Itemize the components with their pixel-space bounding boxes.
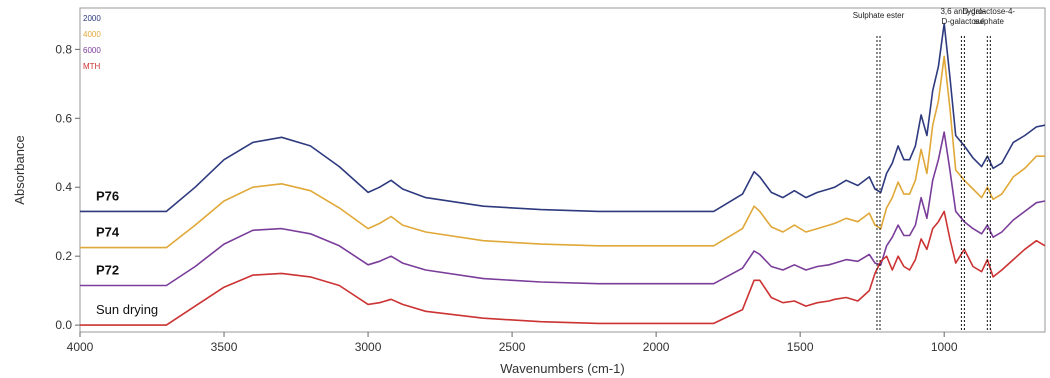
series-label-p74: P74: [96, 225, 120, 240]
legend-entry-6000: 6000: [83, 46, 101, 55]
series-line-6000: [80, 131, 1046, 287]
x-tick-label: 1500: [787, 340, 814, 354]
x-axis-ticks: 4000 3500 3000 2500 2000 1500 1000: [67, 332, 958, 354]
legend-entry-2000: 2000: [83, 14, 101, 23]
series-label-sun-drying: Sun drying: [96, 302, 158, 317]
series-line-mth: [80, 210, 1046, 326]
x-axis-title: Wavenumbers (cm-1): [500, 361, 624, 376]
legend-entry-4000: 4000: [83, 30, 101, 39]
legend: 2000 4000 6000 MTH: [83, 14, 101, 71]
y-tick-label: 0.2: [55, 249, 72, 263]
series-label-p76: P76: [96, 188, 119, 203]
x-tick-label: 1000: [931, 340, 958, 354]
annotation-label: D-galactose-4-: [963, 7, 1016, 16]
series-line-2000: [80, 22, 1046, 213]
plot-frame: [79, 7, 1046, 333]
y-tick-label: 0.6: [55, 111, 72, 125]
annotation-label: sulphate: [974, 17, 1005, 26]
y-tick-label: 0.0: [55, 318, 72, 332]
annotation-label: 3,6 anhydro-: [940, 7, 985, 16]
series-labels: P76 P74 P72 Sun drying: [96, 188, 158, 317]
y-axis-ticks: 0.0 0.2 0.4 0.6 0.8: [55, 42, 80, 332]
series-label-p72: P72: [96, 262, 119, 277]
annotation-label: Sulphate ester: [853, 11, 905, 20]
y-tick-label: 0.4: [55, 180, 72, 194]
band-annotations: Sulphate ester 3,6 anhydro-D-galactoseD-g…: [853, 7, 1016, 332]
x-tick-label: 3500: [211, 340, 238, 354]
x-tick-label: 2500: [499, 340, 526, 354]
x-tick-label: 4000: [67, 340, 94, 354]
plot-border: [79, 7, 1046, 333]
x-tick-label: 2000: [643, 340, 670, 354]
y-axis-title: Absorbance: [12, 135, 27, 204]
x-tick-label: 3000: [355, 340, 382, 354]
annotation-label: D-galactose: [942, 17, 985, 26]
series-line-4000: [80, 55, 1045, 249]
y-tick-label: 0.8: [55, 42, 72, 56]
spectra-lines: [80, 22, 1046, 326]
legend-entry-mth: MTH: [83, 62, 101, 71]
